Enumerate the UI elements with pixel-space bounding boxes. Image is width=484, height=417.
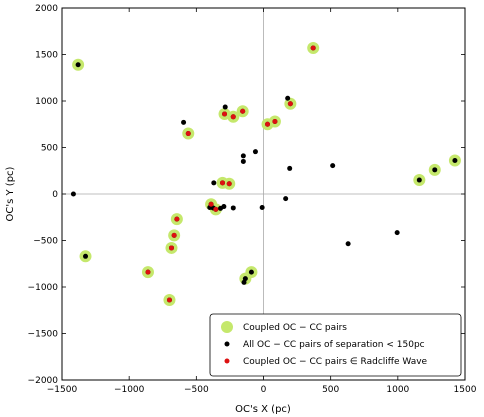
legend: Coupled OC − CC pairs All OC − CC pairs … bbox=[209, 313, 462, 377]
pair-point bbox=[432, 167, 438, 173]
pair-point bbox=[287, 165, 293, 171]
y-tick-label: 1500 bbox=[35, 51, 58, 61]
y-tick-label: −1000 bbox=[28, 283, 59, 293]
pair-point bbox=[394, 230, 400, 236]
y-tick-label: −1500 bbox=[28, 330, 59, 340]
x-axis-label: OC's X (pc) bbox=[235, 404, 291, 415]
pair-point bbox=[230, 205, 236, 211]
radcliffe-point bbox=[145, 269, 151, 275]
pair-point bbox=[75, 62, 81, 68]
y-tick-label: 1000 bbox=[35, 97, 58, 107]
radcliffe-point bbox=[174, 216, 180, 222]
pair-point bbox=[416, 177, 422, 183]
radcliffe-point bbox=[168, 245, 174, 251]
pair-point bbox=[240, 158, 246, 164]
legend-label-all-pairs: All OC − CC pairs of separation < 150pc bbox=[243, 340, 425, 350]
radcliffe-point bbox=[287, 101, 293, 107]
pair-point bbox=[221, 204, 227, 210]
pair-point bbox=[452, 158, 458, 164]
pair-point bbox=[83, 253, 89, 259]
pair-point bbox=[240, 153, 246, 159]
pair-point bbox=[222, 104, 228, 110]
radcliffe-point bbox=[166, 297, 172, 303]
axis-ticks bbox=[61, 7, 466, 381]
legend-marker-all-pairs bbox=[224, 341, 230, 347]
x-tick-label: −1000 bbox=[114, 385, 145, 395]
series-radcliffe bbox=[145, 45, 316, 303]
legend-marker-radcliffe bbox=[224, 358, 230, 364]
radcliffe-point bbox=[208, 201, 214, 207]
data-points bbox=[70, 41, 461, 307]
pair-point bbox=[330, 163, 336, 169]
y-tick-label: 500 bbox=[41, 144, 58, 154]
axis-tick-labels: −1500 −1000 −500 0 500 1000 1500−2000−1500−100… bbox=[28, 4, 477, 395]
y-tick-label: −500 bbox=[33, 237, 58, 247]
pair-point bbox=[345, 241, 351, 247]
x-tick-label: 500 bbox=[322, 385, 339, 395]
radcliffe-point bbox=[226, 181, 232, 187]
x-tick-label: −500 bbox=[184, 385, 209, 395]
x-tick-label: −1500 bbox=[47, 385, 78, 395]
pair-point bbox=[259, 204, 265, 210]
radcliffe-point bbox=[185, 131, 191, 137]
pair-point bbox=[181, 119, 187, 125]
series-coupled bbox=[72, 41, 461, 307]
pair-point bbox=[285, 95, 291, 101]
x-tick-label: 1000 bbox=[386, 385, 409, 395]
radcliffe-point bbox=[220, 180, 226, 186]
x-tick-label: 1500 bbox=[454, 385, 477, 395]
legend-label-radcliffe: Coupled OC − CC pairs ∈ Radcliffe Wave bbox=[243, 357, 428, 367]
pair-point bbox=[248, 269, 254, 275]
radcliffe-point bbox=[240, 108, 246, 114]
legend-label-coupled: Coupled OC − CC pairs bbox=[243, 323, 347, 333]
radcliffe-point bbox=[171, 232, 177, 238]
y-tick-label: −2000 bbox=[28, 376, 59, 386]
radcliffe-point bbox=[272, 118, 278, 124]
pair-point bbox=[70, 191, 76, 197]
pair-point bbox=[241, 279, 247, 285]
radcliffe-point bbox=[213, 206, 219, 212]
y-axis-label: OC's Y (pc) bbox=[5, 166, 16, 221]
series-pair bbox=[70, 45, 458, 303]
legend-box bbox=[209, 313, 462, 377]
radcliffe-point bbox=[222, 111, 228, 117]
radcliffe-point bbox=[265, 121, 271, 127]
x-tick-label: 0 bbox=[261, 385, 267, 395]
y-tick-label: 2000 bbox=[35, 4, 58, 14]
pair-point bbox=[252, 149, 258, 155]
pair-point bbox=[211, 180, 217, 186]
radcliffe-point bbox=[310, 45, 316, 51]
y-tick-label: 0 bbox=[52, 190, 58, 200]
radcliffe-point bbox=[230, 114, 236, 120]
pair-point bbox=[283, 196, 289, 202]
legend-marker-coupled bbox=[221, 321, 233, 333]
